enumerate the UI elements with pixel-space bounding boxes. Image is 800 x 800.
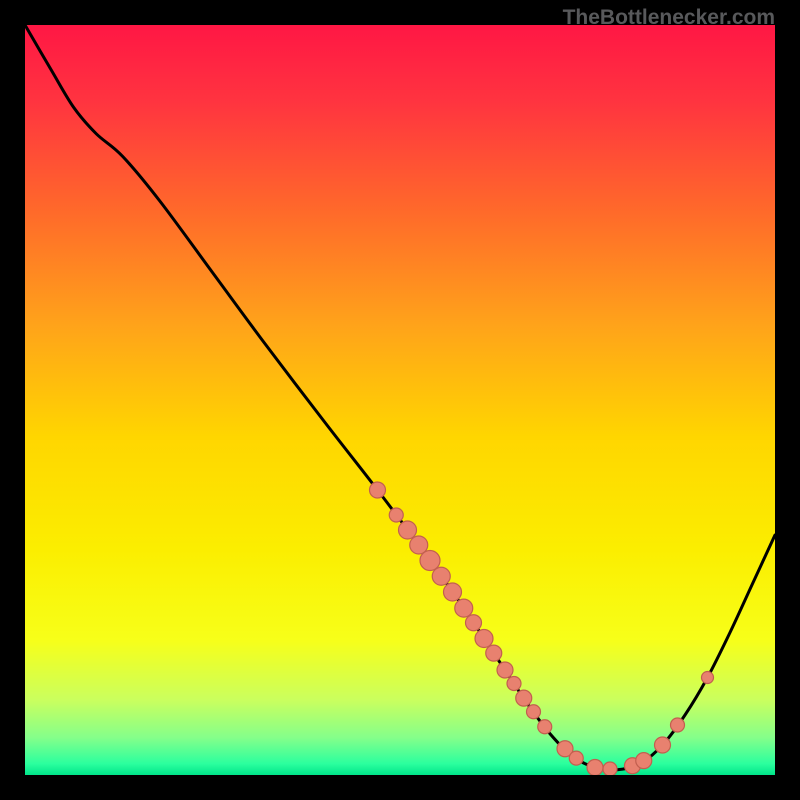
gradient-background <box>25 25 775 775</box>
data-marker <box>671 718 685 732</box>
plot-svg <box>25 25 775 775</box>
data-marker <box>587 760 603 776</box>
data-marker <box>527 705 541 719</box>
data-marker <box>475 630 493 648</box>
data-marker <box>370 482 386 498</box>
chart-container: TheBottlenecker.com <box>0 0 800 800</box>
data-marker <box>455 599 473 617</box>
data-marker <box>432 567 450 585</box>
data-marker <box>569 751 583 765</box>
data-marker <box>389 508 403 522</box>
data-marker <box>636 753 652 769</box>
data-marker <box>399 521 417 539</box>
data-marker <box>497 662 513 678</box>
data-marker <box>603 762 617 775</box>
data-marker <box>516 690 532 706</box>
data-marker <box>420 551 440 571</box>
data-marker <box>466 615 482 631</box>
data-marker <box>486 645 502 661</box>
data-marker <box>655 737 671 753</box>
data-marker <box>538 720 552 734</box>
data-marker <box>507 677 521 691</box>
data-marker <box>702 672 714 684</box>
data-marker <box>444 583 462 601</box>
